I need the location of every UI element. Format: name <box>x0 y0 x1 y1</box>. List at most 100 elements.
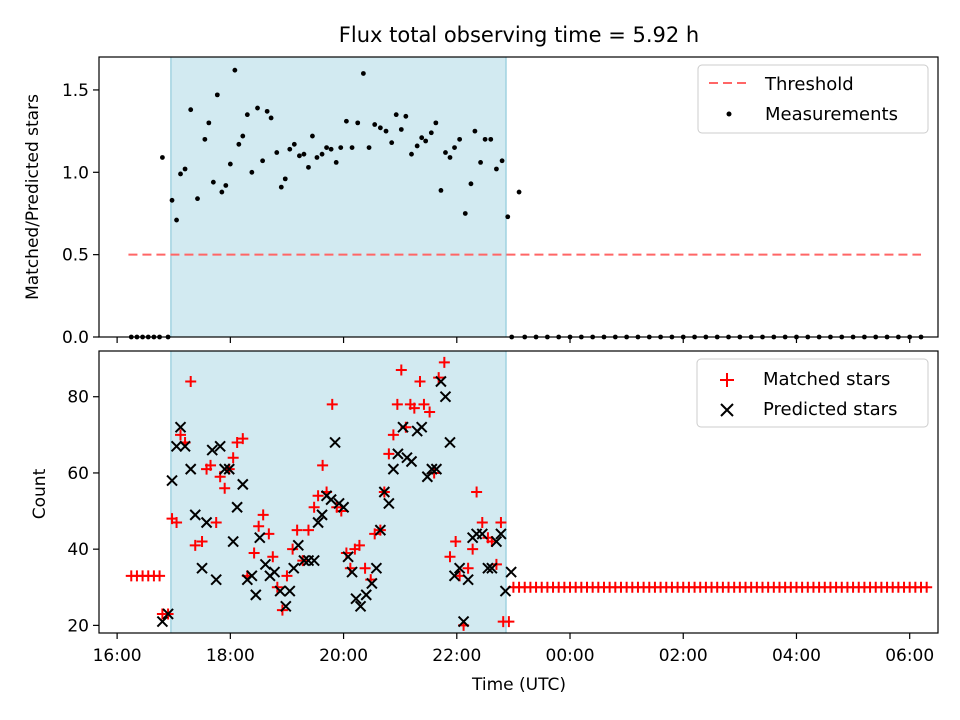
top-y-axis-ticks: 0.0 0.5 1.0 1.5 <box>62 81 99 348</box>
legend-predicted-label: Predicted stars <box>763 399 897 420</box>
matched-star-point <box>308 501 320 513</box>
y-tick-label: 0.5 <box>62 246 89 266</box>
measurement-point <box>377 125 383 131</box>
matched-star-point <box>205 459 217 471</box>
legend-matched-swatch <box>720 373 734 387</box>
measurement-point <box>499 158 505 164</box>
predicted-star-point <box>378 486 391 498</box>
measurement-point <box>488 136 494 142</box>
predicted-star-point <box>166 474 178 487</box>
predicted-star-point <box>218 463 231 475</box>
predicted-star-point <box>374 524 387 536</box>
top-shaded-span <box>170 56 507 338</box>
measurement-point <box>443 150 448 155</box>
predicted-star-point <box>350 592 362 605</box>
measurement-point <box>178 171 183 177</box>
predicted-star-point <box>476 528 488 540</box>
matched-star-point <box>175 429 187 441</box>
matched-star-point <box>467 543 479 555</box>
measurement-point <box>227 161 233 167</box>
measurement-point <box>282 176 288 182</box>
matched-star-point <box>219 482 231 494</box>
bottom-y-axis-ticks: 20 40 60 80 <box>67 388 99 636</box>
predicted-star-point <box>214 440 226 452</box>
predicted-star-point <box>259 558 272 571</box>
measurement-point <box>398 127 404 132</box>
predicted-star-point <box>170 440 183 452</box>
predicted-star-point <box>189 509 201 521</box>
matched-star-point <box>257 509 269 521</box>
y-tick-label: 40 <box>67 540 89 560</box>
matched-star-point <box>408 402 420 414</box>
bottom-legend: Matched stars Predicted stars <box>696 358 929 428</box>
predicted-star-point <box>397 421 409 433</box>
predicted-star-point <box>268 566 281 578</box>
predicted-star-point <box>254 532 266 544</box>
matched-star-point <box>395 364 407 376</box>
y-tick-label: 1.5 <box>62 81 89 101</box>
measurement-point <box>240 133 246 139</box>
predicted-star-point <box>444 436 456 449</box>
measurement-point <box>393 112 399 118</box>
measurement-point <box>355 120 361 126</box>
measurement-point <box>306 164 311 170</box>
predicted-star-point <box>383 497 395 510</box>
predicted-star-point <box>346 566 358 578</box>
predicted-star-point <box>179 440 191 452</box>
measurement-point <box>372 122 378 127</box>
measurement-point <box>249 169 255 175</box>
predicted-star-point <box>392 448 404 460</box>
matched-star-point <box>281 570 293 582</box>
matched-star-point <box>287 543 299 555</box>
predicted-star-point <box>495 528 507 540</box>
matched-star-point <box>344 562 356 574</box>
measurement-point <box>403 113 409 119</box>
predicted-star-point <box>482 562 494 574</box>
y-tick-label: 0.0 <box>62 328 89 348</box>
predicted-star-point <box>337 501 350 513</box>
top-plot-frame <box>98 56 939 338</box>
matched-star-point <box>433 372 445 384</box>
matched-star-point <box>471 486 483 498</box>
matched-star-point <box>387 429 399 441</box>
measurement-point <box>468 181 474 187</box>
x-axis-ticks: 16:00 18:00 20:00 22:00 00:00 02:00 04:00 06:00 <box>93 633 934 666</box>
matched-star-point <box>263 528 275 540</box>
predicted-star-point <box>308 554 320 567</box>
matched-star-point <box>326 398 338 410</box>
measurement-point <box>438 188 444 193</box>
matched-star-point <box>312 490 324 502</box>
measurement-point <box>310 133 315 139</box>
measurement-point <box>452 145 457 150</box>
matched-star-point <box>503 616 515 628</box>
predicted-star-point <box>312 516 324 529</box>
predicted-star-point <box>366 577 378 590</box>
measurement-point <box>423 138 429 144</box>
measurement-point <box>324 145 329 150</box>
measurement-point <box>447 155 453 160</box>
matched-star-point <box>476 516 488 528</box>
matched-star-point <box>418 398 430 410</box>
matched-star-point <box>438 356 450 368</box>
measurement-point <box>268 115 274 121</box>
top-legend: Threshold Measurements <box>697 64 929 134</box>
predicted-star-point <box>280 600 292 613</box>
x-tick-label: 04:00 <box>772 646 821 666</box>
x-tick-label: 16:00 <box>93 646 142 666</box>
matched-star-point <box>462 562 474 574</box>
measurement-point <box>195 196 200 202</box>
predicted-star-point <box>162 608 174 620</box>
measurement-point <box>328 146 334 152</box>
matched-star-point <box>171 516 183 528</box>
matched-star-point <box>444 551 456 563</box>
matched-star-point <box>495 516 507 528</box>
measurement-point <box>414 143 420 149</box>
predicted-star-point <box>370 562 383 574</box>
matched-star-point <box>391 398 403 410</box>
predicted-star-point <box>316 509 328 521</box>
predicted-stars-series <box>156 375 517 628</box>
measurement-point <box>409 151 414 157</box>
bottom-legend-box <box>696 358 929 428</box>
measurement-point <box>389 140 395 146</box>
